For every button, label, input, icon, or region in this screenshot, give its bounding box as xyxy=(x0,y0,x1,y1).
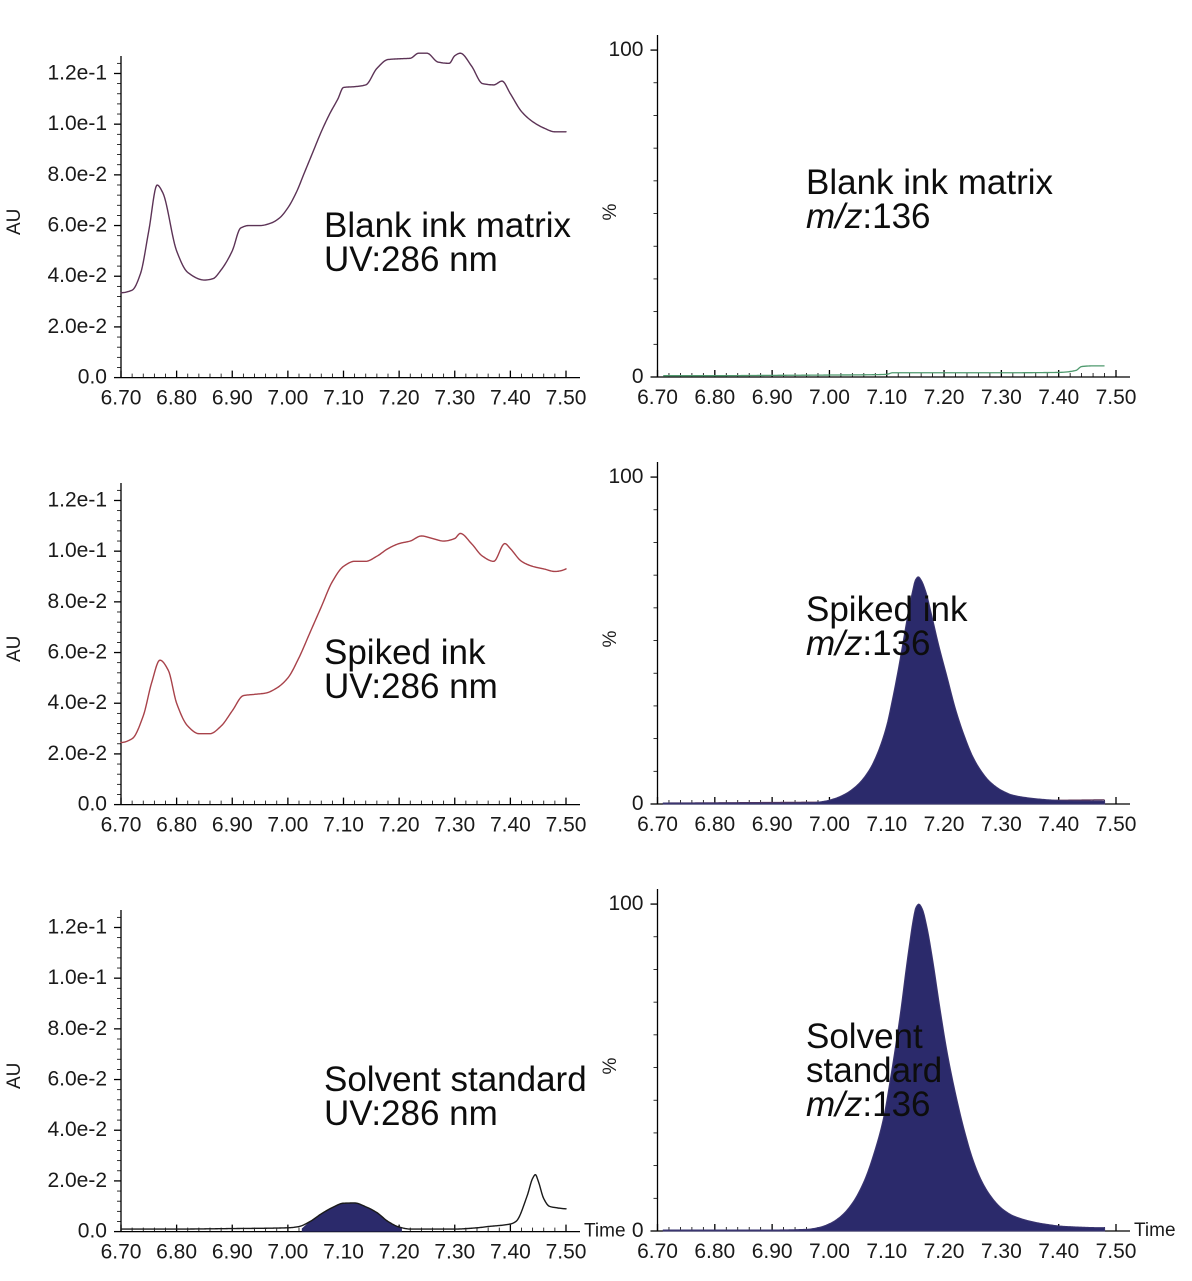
svg-text:7.20: 7.20 xyxy=(924,813,965,836)
svg-text:8.0e-2: 8.0e-2 xyxy=(47,163,107,186)
svg-text:7.10: 7.10 xyxy=(323,814,364,837)
svg-text:7.30: 7.30 xyxy=(434,814,475,837)
svg-text:7.20: 7.20 xyxy=(379,1241,420,1264)
svg-text:Time: Time xyxy=(1134,1220,1176,1241)
svg-text:%: % xyxy=(600,203,621,220)
svg-text:6.70: 6.70 xyxy=(637,1240,678,1263)
svg-text:7.30: 7.30 xyxy=(434,387,475,410)
svg-text:8.0e-2: 8.0e-2 xyxy=(47,1017,107,1040)
svg-text:AU: AU xyxy=(4,1063,25,1089)
svg-text:4.0e-2: 4.0e-2 xyxy=(47,264,107,287)
svg-text:0: 0 xyxy=(632,1219,644,1242)
svg-text:7.40: 7.40 xyxy=(1038,1240,1079,1263)
svg-text:100: 100 xyxy=(608,465,643,488)
svg-text:7.50: 7.50 xyxy=(546,387,587,410)
svg-text:7.00: 7.00 xyxy=(267,1241,308,1264)
svg-text:UV:286 nm: UV:286 nm xyxy=(324,667,498,706)
svg-text:AU: AU xyxy=(4,636,25,662)
svg-text:0: 0 xyxy=(632,792,644,815)
svg-text:7.20: 7.20 xyxy=(379,387,420,410)
svg-text:6.90: 6.90 xyxy=(212,387,253,410)
svg-text:UV:286 nm: UV:286 nm xyxy=(324,1094,498,1133)
svg-text:6.80: 6.80 xyxy=(156,1241,197,1264)
svg-text:7.00: 7.00 xyxy=(809,813,850,836)
svg-text:6.70: 6.70 xyxy=(637,813,678,836)
svg-text:8.0e-2: 8.0e-2 xyxy=(47,590,107,613)
svg-text:7.50: 7.50 xyxy=(546,814,587,837)
svg-text:m/z:136: m/z:136 xyxy=(806,1085,931,1124)
svg-text:7.10: 7.10 xyxy=(866,1240,907,1263)
svg-text:6.90: 6.90 xyxy=(752,386,793,409)
svg-text:100: 100 xyxy=(608,892,643,915)
svg-text:7.40: 7.40 xyxy=(490,814,531,837)
svg-text:1.2e-1: 1.2e-1 xyxy=(47,915,107,938)
svg-text:7.30: 7.30 xyxy=(981,386,1022,409)
svg-text:7.20: 7.20 xyxy=(924,1240,965,1263)
svg-text:6.0e-2: 6.0e-2 xyxy=(47,1068,107,1091)
svg-text:6.80: 6.80 xyxy=(694,813,735,836)
svg-text:6.90: 6.90 xyxy=(752,1240,793,1263)
svg-text:7.00: 7.00 xyxy=(809,1240,850,1263)
svg-text:6.90: 6.90 xyxy=(752,813,793,836)
svg-text:7.10: 7.10 xyxy=(323,1241,364,1264)
svg-text:7.40: 7.40 xyxy=(1038,813,1079,836)
svg-text:100: 100 xyxy=(608,38,643,61)
svg-text:AU: AU xyxy=(4,209,25,235)
svg-text:7.50: 7.50 xyxy=(1096,386,1137,409)
svg-text:7.10: 7.10 xyxy=(323,387,364,410)
svg-text:7.00: 7.00 xyxy=(267,814,308,837)
svg-text:6.70: 6.70 xyxy=(101,814,142,837)
svg-text:6.0e-2: 6.0e-2 xyxy=(47,641,107,664)
svg-text:1.0e-1: 1.0e-1 xyxy=(47,966,107,989)
svg-text:6.90: 6.90 xyxy=(212,814,253,837)
svg-text:2.0e-2: 2.0e-2 xyxy=(47,1169,107,1192)
svg-text:6.80: 6.80 xyxy=(694,386,735,409)
svg-text:7.10: 7.10 xyxy=(866,386,907,409)
svg-text:2.0e-2: 2.0e-2 xyxy=(47,742,107,765)
svg-text:4.0e-2: 4.0e-2 xyxy=(47,691,107,714)
svg-text:7.40: 7.40 xyxy=(490,1241,531,1264)
svg-text:7.00: 7.00 xyxy=(267,387,308,410)
svg-text:7.20: 7.20 xyxy=(924,386,965,409)
svg-text:%: % xyxy=(600,1057,621,1074)
svg-text:7.40: 7.40 xyxy=(490,387,531,410)
svg-text:6.0e-2: 6.0e-2 xyxy=(47,214,107,237)
svg-text:7.50: 7.50 xyxy=(546,1241,587,1264)
svg-text:6.90: 6.90 xyxy=(212,1241,253,1264)
svg-text:m/z:136: m/z:136 xyxy=(806,624,931,663)
svg-text:%: % xyxy=(600,630,621,647)
svg-text:6.80: 6.80 xyxy=(156,387,197,410)
svg-text:m/z:136: m/z:136 xyxy=(806,197,931,236)
svg-text:7.50: 7.50 xyxy=(1096,1240,1137,1263)
svg-text:7.00: 7.00 xyxy=(809,386,850,409)
svg-text:7.30: 7.30 xyxy=(981,813,1022,836)
svg-text:7.30: 7.30 xyxy=(981,1240,1022,1263)
svg-text:7.30: 7.30 xyxy=(434,1241,475,1264)
svg-text:6.80: 6.80 xyxy=(694,1240,735,1263)
svg-text:7.40: 7.40 xyxy=(1038,386,1079,409)
svg-text:7.50: 7.50 xyxy=(1096,813,1137,836)
svg-text:1.2e-1: 1.2e-1 xyxy=(47,488,107,511)
svg-text:6.70: 6.70 xyxy=(637,386,678,409)
svg-text:1.0e-1: 1.0e-1 xyxy=(47,112,107,135)
svg-text:6.70: 6.70 xyxy=(101,387,142,410)
svg-text:1.0e-1: 1.0e-1 xyxy=(47,539,107,562)
svg-text:7.10: 7.10 xyxy=(866,813,907,836)
svg-text:UV:286 nm: UV:286 nm xyxy=(324,240,498,279)
svg-text:0.0: 0.0 xyxy=(78,1220,107,1243)
svg-text:6.80: 6.80 xyxy=(156,814,197,837)
svg-text:2.0e-2: 2.0e-2 xyxy=(47,315,107,338)
svg-text:7.20: 7.20 xyxy=(379,814,420,837)
svg-text:4.0e-2: 4.0e-2 xyxy=(47,1118,107,1141)
svg-text:0: 0 xyxy=(632,365,644,388)
svg-text:0.0: 0.0 xyxy=(78,366,107,389)
svg-text:0.0: 0.0 xyxy=(78,793,107,816)
svg-text:1.2e-1: 1.2e-1 xyxy=(47,61,107,84)
svg-text:6.70: 6.70 xyxy=(101,1241,142,1264)
